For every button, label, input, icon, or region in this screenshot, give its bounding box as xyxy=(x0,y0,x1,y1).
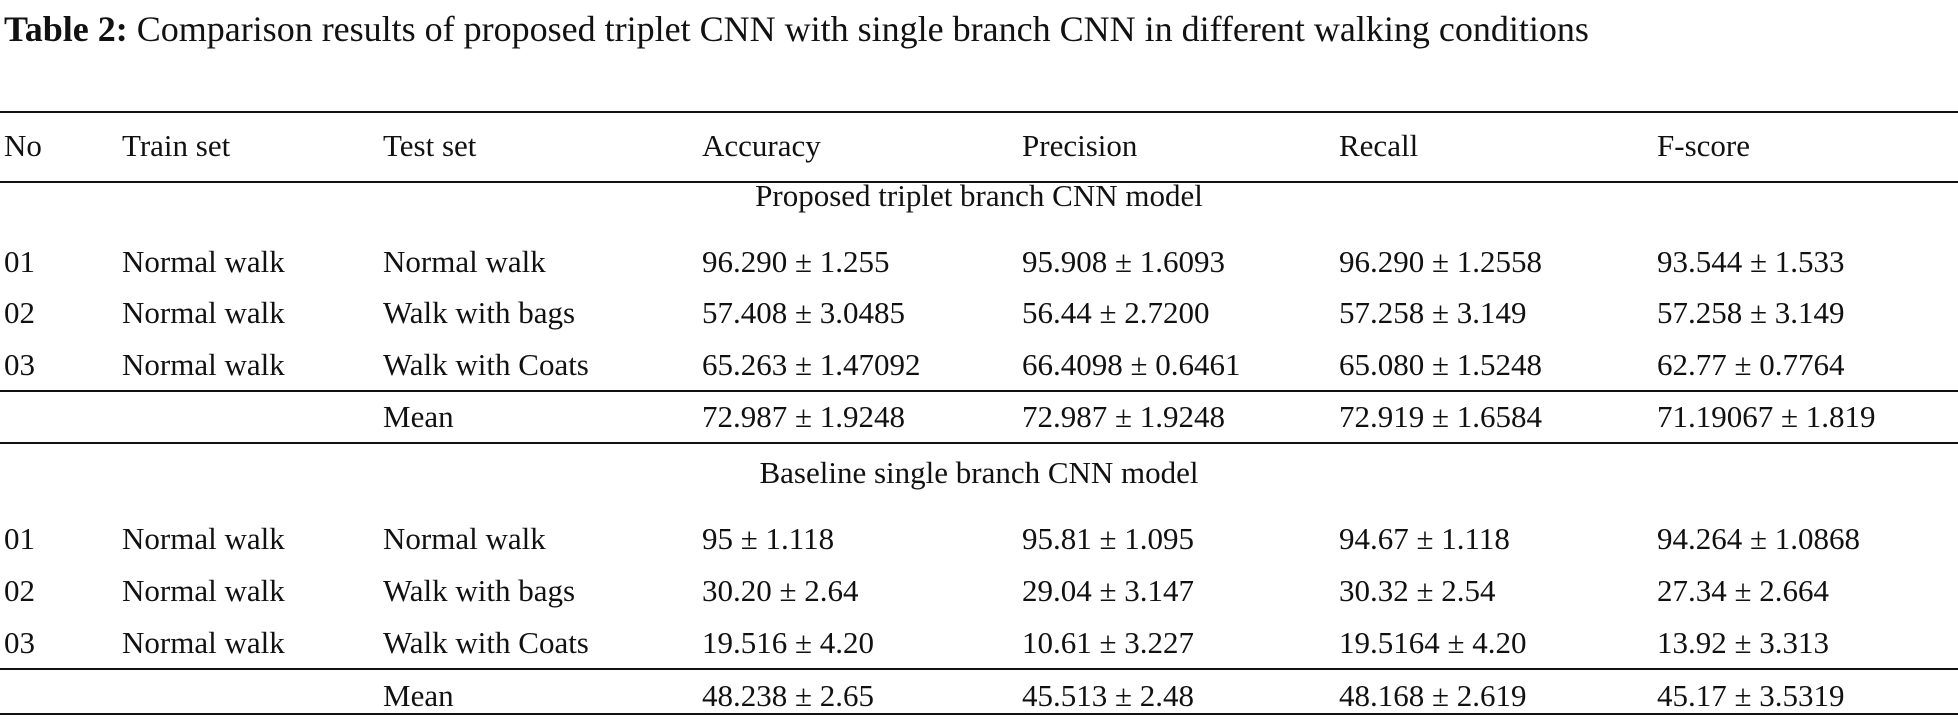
column-header: F-score xyxy=(1657,128,1750,163)
table-cell: Walk with Coats xyxy=(383,347,589,382)
table-cell: 03 xyxy=(4,347,35,382)
header-rule xyxy=(0,181,1958,183)
mean-rule xyxy=(0,668,1958,670)
table-cell: 30.32 ± 2.54 xyxy=(1339,573,1496,608)
mean-cell: 71.19067 ± 1.819 xyxy=(1657,399,1876,434)
mean-cell: 48.168 ± 2.619 xyxy=(1339,678,1527,713)
table-cell: Walk with bags xyxy=(383,573,576,608)
table-cell: Normal walk xyxy=(122,521,285,556)
table-cell: 02 xyxy=(4,295,35,330)
table-cell: 29.04 ± 3.147 xyxy=(1022,573,1195,608)
mean-cell: 72.987 ± 1.9248 xyxy=(702,399,906,434)
table-cell: 56.44 ± 2.7200 xyxy=(1022,295,1210,330)
table-cell: Walk with bags xyxy=(383,295,576,330)
section-end-rule xyxy=(0,442,1958,444)
caption-text: Comparison results of proposed triplet C… xyxy=(136,9,1589,49)
mean-label: Mean xyxy=(383,678,454,713)
table-cell: 62.77 ± 0.7764 xyxy=(1657,347,1845,382)
column-header: Test set xyxy=(383,128,477,163)
table-cell: 65.080 ± 1.5248 xyxy=(1339,347,1543,382)
table-cell: 96.290 ± 1.2558 xyxy=(1339,244,1543,279)
column-header: No xyxy=(4,128,42,163)
caption-label: Table 2: xyxy=(4,9,128,49)
table-cell: 94.264 ± 1.0868 xyxy=(1657,521,1861,556)
section-title: Proposed triplet branch CNN model xyxy=(755,178,1203,213)
mean-cell: 45.513 ± 2.48 xyxy=(1022,678,1195,713)
table-cell: 96.290 ± 1.255 xyxy=(702,244,890,279)
column-header: Accuracy xyxy=(702,128,821,163)
table-cell: 66.4098 ± 0.6461 xyxy=(1022,347,1241,382)
table-cell: Normal walk xyxy=(122,244,285,279)
table-cell: 19.5164 ± 4.20 xyxy=(1339,625,1527,660)
table-cell: 93.544 ± 1.533 xyxy=(1657,244,1845,279)
table-cell: Normal walk xyxy=(122,625,285,660)
table-cell: 57.258 ± 3.149 xyxy=(1657,295,1845,330)
table-cell: 95.81 ± 1.095 xyxy=(1022,521,1195,556)
table-cell: 01 xyxy=(4,521,35,556)
table-cell: 95 ± 1.118 xyxy=(702,521,835,556)
table-cell: 10.61 ± 3.227 xyxy=(1022,625,1195,660)
table-cell: 30.20 ± 2.64 xyxy=(702,573,859,608)
table-cell: 65.263 ± 1.47092 xyxy=(702,347,921,382)
table-cell: 57.408 ± 3.0485 xyxy=(702,295,906,330)
table-caption: Table 2: Comparison results of proposed … xyxy=(4,4,1954,54)
table-cell: Normal walk xyxy=(383,521,546,556)
table-cell: 19.516 ± 4.20 xyxy=(702,625,875,660)
mean-cell: 48.238 ± 2.65 xyxy=(702,678,875,713)
table-cell: 01 xyxy=(4,244,35,279)
table-cell: 94.67 ± 1.118 xyxy=(1339,521,1510,556)
table-cell: 13.92 ± 3.313 xyxy=(1657,625,1830,660)
table-cell: Normal walk xyxy=(122,347,285,382)
column-header: Recall xyxy=(1339,128,1419,163)
table-cell: Normal walk xyxy=(122,573,285,608)
section-title: Baseline single branch CNN model xyxy=(759,455,1199,490)
table-cell: 03 xyxy=(4,625,35,660)
mean-cell: 45.17 ± 3.5319 xyxy=(1657,678,1845,713)
table-cell: 02 xyxy=(4,573,35,608)
mean-rule xyxy=(0,390,1958,392)
column-header: Train set xyxy=(122,128,231,163)
table-cell: Normal walk xyxy=(122,295,285,330)
table-cell: Walk with Coats xyxy=(383,625,589,660)
table-cell: 27.34 ± 2.664 xyxy=(1657,573,1830,608)
table-cell: 57.258 ± 3.149 xyxy=(1339,295,1527,330)
top-rule xyxy=(0,111,1958,113)
table-cell: 95.908 ± 1.6093 xyxy=(1022,244,1226,279)
mean-cell: 72.919 ± 1.6584 xyxy=(1339,399,1543,434)
mean-label: Mean xyxy=(383,399,454,434)
column-header: Precision xyxy=(1022,128,1138,163)
table-cell: Normal walk xyxy=(383,244,546,279)
mean-cell: 72.987 ± 1.9248 xyxy=(1022,399,1226,434)
section-end-rule xyxy=(0,713,1958,715)
